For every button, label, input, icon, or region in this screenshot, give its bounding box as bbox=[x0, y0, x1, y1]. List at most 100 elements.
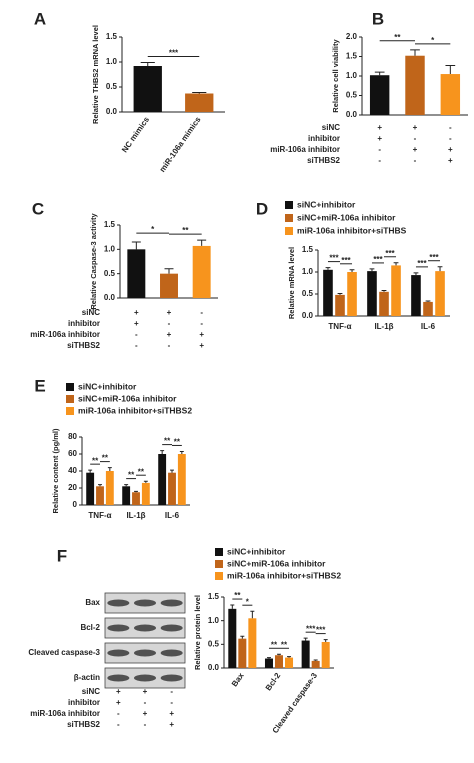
significance-label: *** bbox=[385, 249, 395, 258]
condition-label: siTHBS2 bbox=[67, 341, 100, 350]
legend-swatch bbox=[285, 227, 293, 235]
error-bar bbox=[240, 635, 245, 639]
condition-sign: + bbox=[167, 330, 172, 339]
y-axis-label: Relative cell viability bbox=[331, 38, 340, 112]
error-bar bbox=[179, 450, 184, 454]
y-axis-label: Relative protein level bbox=[193, 595, 202, 670]
bar bbox=[367, 271, 377, 316]
error-bar bbox=[131, 241, 141, 250]
significance-label: *** bbox=[306, 624, 316, 633]
condition-sign: - bbox=[135, 330, 138, 339]
bar bbox=[440, 74, 461, 115]
significance-label: *** bbox=[417, 259, 427, 268]
condition-sign: - bbox=[449, 123, 452, 132]
legend-swatch bbox=[215, 560, 223, 568]
bar bbox=[105, 471, 114, 505]
blot-label: β-actin bbox=[74, 673, 100, 682]
x-tick-label: NC mimics bbox=[120, 115, 151, 154]
y-tick-label: 1.5 bbox=[208, 592, 220, 601]
bar bbox=[168, 472, 176, 505]
condition-sign: - bbox=[414, 134, 417, 143]
error-bar bbox=[143, 480, 148, 483]
legend-swatch bbox=[215, 548, 223, 556]
bar bbox=[274, 655, 284, 668]
condition-label: siNC bbox=[82, 687, 100, 696]
error-bar bbox=[303, 637, 308, 641]
blot-label: Bcl-2 bbox=[80, 623, 100, 632]
y-tick-label: 1.5 bbox=[302, 245, 314, 254]
condition-sign: + bbox=[413, 123, 418, 132]
legend-label: miR-106a inhibitor+siTHBS2 bbox=[78, 405, 192, 415]
condition-sign: + bbox=[116, 687, 121, 696]
condition-sign: + bbox=[413, 145, 418, 154]
x-tick-label: TNF-α bbox=[328, 322, 351, 331]
bar bbox=[321, 641, 330, 668]
error-bar bbox=[437, 266, 443, 272]
bar bbox=[379, 291, 389, 316]
y-tick-label: 0.0 bbox=[346, 110, 358, 119]
blot-band bbox=[134, 649, 156, 657]
error-bar bbox=[425, 300, 431, 302]
y-axis-label: Relative mRNA level bbox=[287, 247, 296, 319]
bar bbox=[248, 618, 257, 668]
legend-label: siNC+inhibitor bbox=[78, 381, 137, 391]
legend-label: siNC+inhibitor bbox=[297, 199, 356, 209]
condition-sign: - bbox=[378, 145, 381, 154]
y-tick-label: 0.5 bbox=[346, 91, 358, 100]
error-bar bbox=[230, 604, 235, 609]
condition-label: siTHBS2 bbox=[67, 720, 100, 729]
y-tick-label: 1.0 bbox=[104, 244, 116, 253]
condition-sign: + bbox=[169, 709, 174, 718]
panel-letter: D bbox=[256, 199, 268, 218]
x-tick-label: Bcl-2 bbox=[264, 671, 283, 693]
error-bar bbox=[337, 293, 343, 295]
panel-letter: F bbox=[57, 546, 67, 565]
condition-sign: + bbox=[169, 720, 174, 729]
error-bar bbox=[164, 268, 174, 274]
x-tick-label: miR-106a mimics bbox=[158, 115, 203, 174]
blot-band bbox=[160, 649, 183, 657]
legend-swatch bbox=[66, 407, 74, 415]
panel-letter: B bbox=[372, 9, 384, 28]
error-bar bbox=[313, 659, 318, 661]
error-bar bbox=[170, 469, 174, 473]
error-bar bbox=[393, 262, 399, 266]
error-bar bbox=[88, 469, 93, 473]
error-bar bbox=[134, 490, 138, 493]
y-tick-label: 0.0 bbox=[302, 311, 314, 320]
condition-sign: - bbox=[144, 698, 147, 707]
condition-label: siNC bbox=[322, 123, 340, 132]
bar bbox=[238, 638, 247, 668]
y-tick-label: 1.5 bbox=[104, 220, 116, 229]
error-bar bbox=[323, 639, 328, 642]
blot-band bbox=[160, 674, 183, 682]
y-tick-label: 0.5 bbox=[106, 82, 118, 91]
condition-label: miR-106a inhibitor bbox=[30, 330, 100, 339]
significance-label: ** bbox=[182, 226, 189, 235]
condition-sign: + bbox=[448, 156, 453, 165]
significance-label: * bbox=[151, 225, 155, 234]
bar bbox=[323, 269, 333, 316]
y-axis-label: Relative Caspase-3 activity bbox=[89, 213, 98, 310]
blot-band bbox=[107, 624, 130, 632]
condition-sign: + bbox=[377, 123, 382, 132]
y-tick-label: 2.0 bbox=[346, 32, 358, 41]
bar bbox=[391, 265, 401, 316]
error-bar bbox=[197, 239, 207, 246]
error-bar bbox=[107, 467, 112, 471]
condition-sign: + bbox=[448, 145, 453, 154]
legend-swatch bbox=[66, 395, 74, 403]
condition-sign: - bbox=[170, 698, 173, 707]
condition-sign: - bbox=[200, 308, 203, 317]
significance-label: ** bbox=[102, 454, 109, 463]
error-bar bbox=[413, 272, 419, 276]
condition-sign: + bbox=[377, 134, 382, 143]
error-bar bbox=[124, 484, 129, 487]
condition-label: siNC bbox=[82, 308, 100, 317]
condition-label: miR-106a inhibitor bbox=[270, 145, 340, 154]
condition-sign: - bbox=[170, 687, 173, 696]
bar bbox=[86, 472, 95, 505]
bar bbox=[369, 75, 390, 115]
bar bbox=[192, 245, 211, 298]
